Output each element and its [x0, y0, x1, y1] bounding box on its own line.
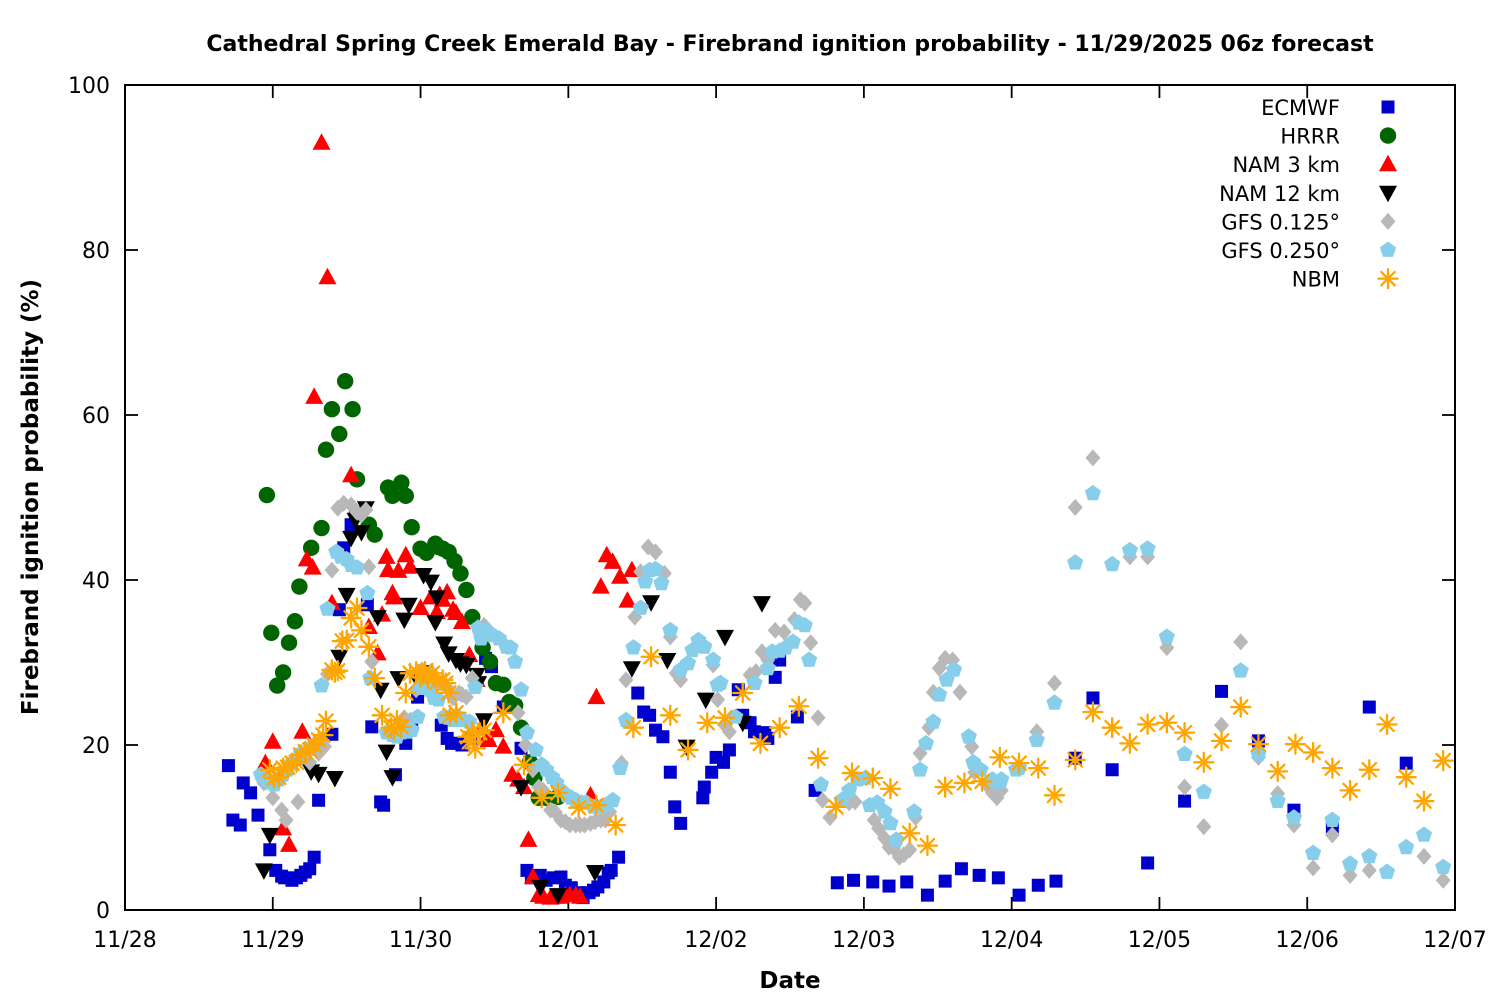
legend-marker-diamond-icon	[1380, 212, 1396, 230]
legend-marker-asterisk-icon	[1377, 267, 1399, 290]
y-tick-label: 40	[82, 569, 110, 594]
x-tick-label: 11/30	[389, 928, 452, 953]
plot-border	[124, 84, 1456, 911]
legend-marker-pentagon-icon	[1379, 241, 1397, 257]
legend-item-nam-3-km: NAM 3 km	[1232, 153, 1397, 177]
legend-label: GFS 0.125°	[1221, 210, 1340, 234]
x-tick-label: 12/01	[537, 928, 600, 953]
x-tick-label: 11/28	[93, 928, 156, 953]
legend-label: ECMWF	[1261, 96, 1340, 120]
legend-label: NAM 12 km	[1219, 182, 1340, 206]
y-tick-label: 60	[82, 404, 110, 429]
x-tick-label: 12/02	[684, 928, 747, 953]
legend-marker-triangle-up-icon	[1379, 154, 1397, 172]
plot-area: 11/28 11/29 11/30 12/01 12/02 12/03 12/04 12/05…	[68, 74, 1487, 953]
legend-item-gfs-0-125-: GFS 0.125°	[1221, 210, 1396, 234]
x-tick-label: 12/03	[832, 928, 895, 953]
x-tick-label: 11/29	[241, 928, 304, 953]
legend-item-hrrr: HRRR	[1280, 125, 1397, 149]
chart-title: Cathedral Spring Creek Emerald Bay - Fir…	[206, 32, 1374, 57]
y-tick-label: 100	[68, 74, 110, 99]
y-axis-label: Firebrand ignition probability (%)	[18, 279, 44, 715]
x-tick-label: 12/06	[1276, 928, 1339, 953]
legend-label: GFS 0.250°	[1221, 239, 1340, 263]
y-tick-label: 20	[82, 734, 110, 759]
series-nbm	[259, 597, 1454, 857]
legend-item-nam-12-km: NAM 12 km	[1219, 182, 1397, 206]
y-tick-label: 80	[82, 239, 110, 264]
legend-marker-square-icon	[1381, 100, 1395, 114]
series-hrrr	[258, 372, 567, 806]
legend-item-gfs-0-250-: GFS 0.250°	[1221, 239, 1397, 263]
legend-marker-circle-icon	[1379, 127, 1397, 144]
legend: ECMWF HRRR NAM 3 km NAM 12 km GFS 0.125° GFS …	[1219, 96, 1399, 292]
x-tick-label: 12/05	[1128, 928, 1191, 953]
legend-label: HRRR	[1280, 125, 1340, 149]
legend-marker-triangle-down-icon	[1379, 185, 1397, 203]
x-axis-label: Date	[759, 968, 820, 994]
legend-label: NAM 3 km	[1232, 153, 1340, 177]
series-nam-3-km	[256, 133, 641, 905]
legend-item-ecmwf: ECMWF	[1261, 96, 1395, 120]
y-tick-label: 0	[96, 899, 110, 924]
legend-label: NBM	[1292, 268, 1340, 292]
x-tick-label: 12/07	[1423, 928, 1486, 953]
legend-item-nbm: NBM	[1292, 267, 1399, 292]
x-tick-label: 12/04	[980, 928, 1043, 953]
